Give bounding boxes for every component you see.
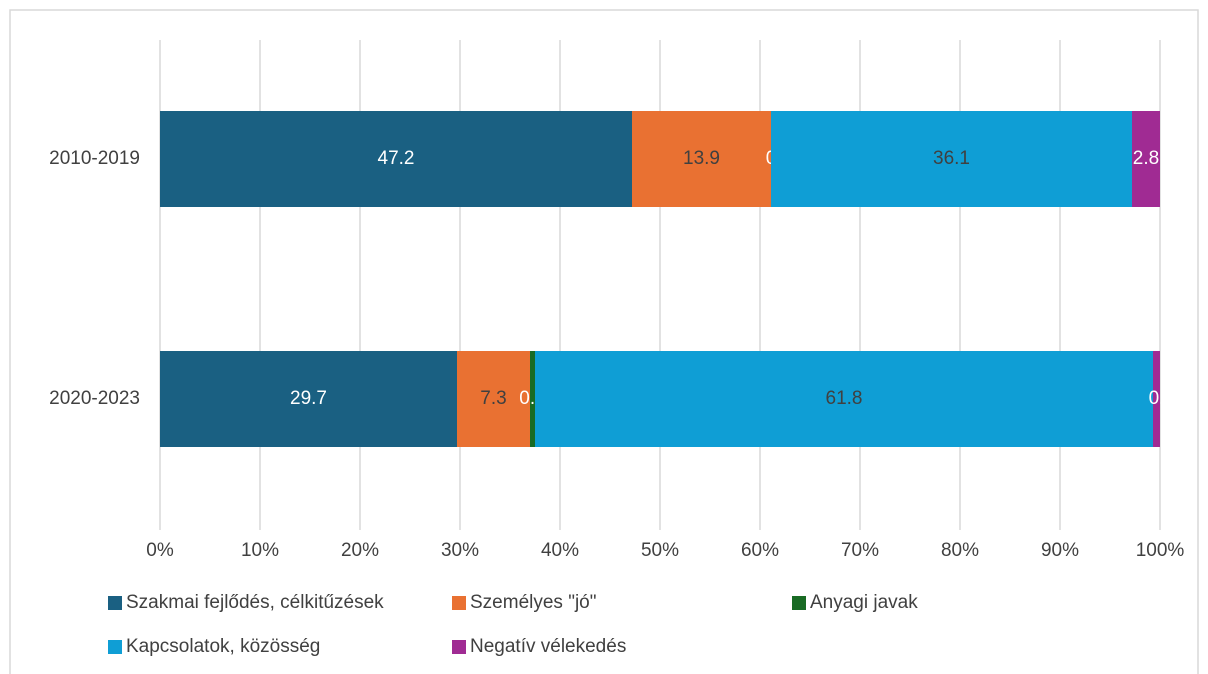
bar-segment	[530, 351, 535, 447]
chart-border	[9, 9, 1199, 674]
x-tick-label: 80%	[941, 540, 979, 561]
legend-label: Szakmai fejlődés, célkitűzések	[126, 592, 384, 613]
data-label: 61.8	[826, 388, 863, 409]
bar-segment	[457, 351, 530, 447]
legend-label: Személyes "jó"	[470, 592, 596, 613]
legend-label: Kapcsolatok, közösség	[126, 636, 320, 657]
legend-swatch	[452, 640, 466, 654]
bar-segment	[632, 111, 771, 207]
x-tick-label: 10%	[241, 540, 279, 561]
y-tick-label: 2010-2019	[49, 148, 140, 169]
data-label: 7.3	[480, 388, 506, 409]
bar-segment	[771, 111, 1132, 207]
data-label: 2.8	[1133, 148, 1159, 169]
x-tick-label: 30%	[441, 540, 479, 561]
data-label: 47.2	[378, 148, 415, 169]
x-tick-label: 70%	[841, 540, 879, 561]
bar-segment	[160, 111, 632, 207]
x-tick-label: 40%	[541, 540, 579, 561]
x-tick-label: 50%	[641, 540, 679, 561]
bar-segment	[160, 351, 457, 447]
x-tick-label: 60%	[741, 540, 779, 561]
x-tick-label: 0%	[146, 540, 174, 561]
legend-swatch	[792, 596, 806, 610]
legend-label: Negatív vélekedés	[470, 636, 626, 657]
y-tick-label: 2020-2023	[49, 388, 140, 409]
legend-swatch	[452, 596, 466, 610]
bar-segment	[1132, 111, 1160, 207]
data-label: 13.9	[683, 148, 720, 169]
data-label: 29.7	[290, 388, 327, 409]
x-tick-label: 100%	[1136, 540, 1185, 561]
x-tick-label: 20%	[341, 540, 379, 561]
legend-label: Anyagi javak	[810, 592, 918, 613]
data-label: 36.1	[933, 148, 970, 169]
data-label: 0.	[1149, 388, 1165, 409]
legend-swatch	[108, 640, 122, 654]
legend-swatch	[108, 596, 122, 610]
bar-segment	[535, 351, 1153, 447]
x-tick-label: 90%	[1041, 540, 1079, 561]
bar-segment	[1153, 351, 1160, 447]
